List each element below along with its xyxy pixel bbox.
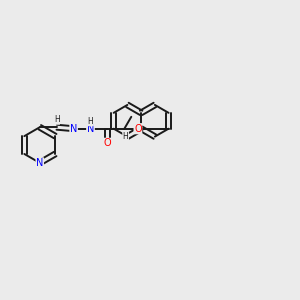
Text: N: N — [87, 124, 94, 134]
Text: N: N — [70, 124, 77, 134]
Text: O: O — [134, 124, 142, 134]
Text: H: H — [88, 117, 93, 126]
Text: H: H — [54, 115, 60, 124]
Text: H: H — [123, 132, 128, 141]
Text: O: O — [103, 138, 111, 148]
Text: N: N — [36, 158, 44, 168]
